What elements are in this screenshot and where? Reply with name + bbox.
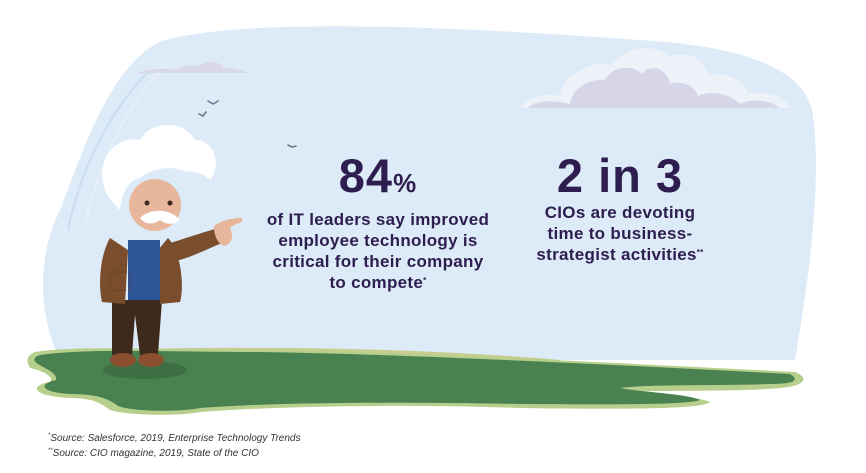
large-cloud	[520, 48, 790, 108]
stat-description: CIOs are devoting time to business- stra…	[536, 203, 704, 264]
footnote-marker: **	[696, 248, 704, 257]
bird-icon	[287, 144, 297, 148]
footnote-marker: *	[423, 276, 427, 285]
grass-ground	[27, 348, 804, 415]
birds	[198, 100, 297, 148]
stat-value: 84%	[338, 149, 418, 202]
stat-description: of IT leaders say improved employee tech…	[266, 210, 490, 292]
footnote-source-1: *Source: Salesforce, 2019, Enterprise Te…	[48, 433, 301, 444]
small-cloud	[137, 61, 248, 73]
einstein-character	[100, 125, 242, 379]
bird-icon	[207, 100, 219, 105]
stat-2-in-3: 2 in 3 CIOs are devoting time to busines…	[530, 150, 710, 265]
sky-shape	[43, 26, 816, 360]
bird-icon	[198, 111, 207, 118]
footnote-source-2: **Source: CIO magazine, 2019, State of t…	[48, 448, 259, 459]
stat-value: 2 in 3	[556, 149, 684, 202]
stat-84-percent: 84% of IT leaders say improved employee …	[258, 150, 498, 293]
